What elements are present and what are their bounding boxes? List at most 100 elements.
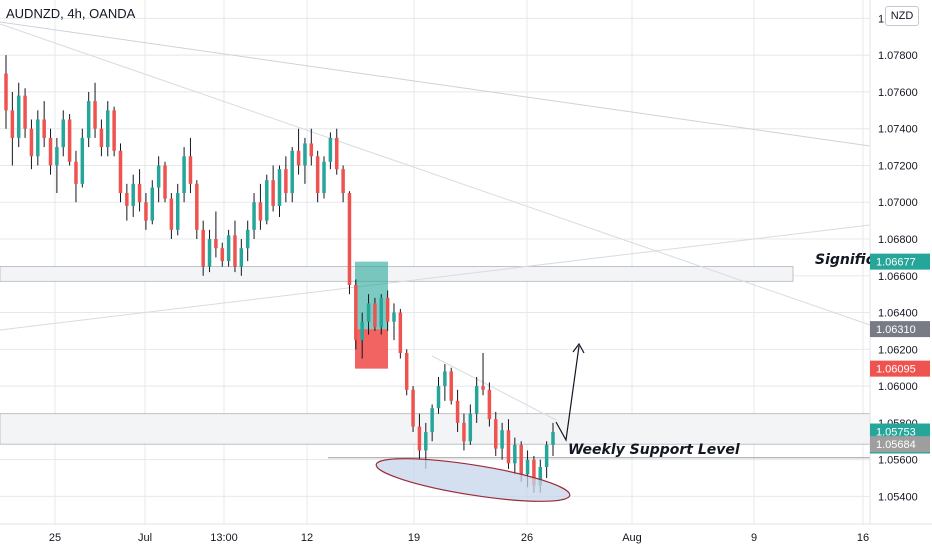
projection-arrow (555, 345, 580, 442)
time-tick-label: 13:00 (210, 532, 238, 544)
candle-body (163, 165, 167, 199)
candle-body (125, 193, 129, 206)
price-tick-label: 1.06400 (878, 308, 918, 320)
time-tick-label: 26 (521, 532, 533, 544)
candle-body (16, 95, 21, 138)
time-tick-label: 9 (751, 532, 757, 544)
price-tick-label: 1.05600 (878, 455, 918, 467)
candle-body (252, 202, 256, 230)
time-tick-label: Aug (622, 532, 642, 544)
price-tag-value: 1.05684 (876, 439, 916, 451)
candle-body (538, 467, 543, 486)
candle-body (265, 180, 269, 221)
candle-body (175, 193, 180, 230)
candle-body (277, 169, 282, 206)
candle-body (245, 229, 250, 249)
candle-body (80, 137, 85, 184)
candle-body (468, 413, 473, 442)
price-tag-bg (870, 436, 930, 453)
candle-body (290, 150, 294, 194)
candle-body (93, 101, 97, 129)
time-tick-label: 25 (49, 532, 61, 544)
candle-body (532, 459, 536, 486)
candle-body (10, 110, 15, 138)
candle-body (29, 128, 34, 157)
candle-body (411, 389, 415, 427)
price-tick-label: 1.07000 (878, 197, 918, 209)
candle-body (156, 165, 161, 188)
candle-body (86, 101, 91, 138)
candle-body (118, 150, 123, 194)
price-tick-label: 1.07200 (878, 160, 918, 172)
candle-body (500, 430, 504, 449)
arrow-head-icon (572, 342, 585, 354)
price-tag-value: 1.06095 (876, 364, 916, 376)
candle-body (131, 183, 135, 206)
candle-body (513, 444, 517, 464)
price-zones (0, 266, 871, 445)
candle-body (322, 161, 326, 194)
candle-body (424, 432, 428, 451)
time-axis[interactable]: 25 Jul 13:00 12 19 26 Aug 9 16 (49, 532, 869, 544)
candle-body (239, 248, 244, 267)
symbol-title: AUDNZD, 4h, OANDA (6, 6, 136, 21)
candle-body (169, 198, 174, 230)
candle-body (150, 187, 155, 221)
candle-body (36, 119, 40, 157)
candle-body (430, 408, 434, 433)
candle-body (55, 147, 59, 166)
candle-body (137, 183, 142, 203)
zone-weekly-support (0, 413, 871, 445)
candle-body (506, 430, 511, 464)
target-zone (355, 261, 388, 330)
candle-body (328, 137, 333, 162)
price-tag-value: 1.05753 (876, 427, 916, 439)
candle-body (455, 400, 460, 423)
trend-lines[interactable] (0, 21, 871, 421)
currency-badge[interactable]: NZD (885, 6, 919, 26)
candle-body (443, 371, 447, 387)
candle-body (525, 459, 530, 475)
trendline-short (431, 355, 557, 421)
candle-body (347, 193, 352, 285)
candle-body (271, 180, 275, 206)
candle-body (366, 303, 371, 322)
candle-body (334, 137, 339, 170)
drawings[interactable] (374, 342, 585, 510)
candle-body (303, 143, 307, 166)
annotation-text: Weekly Support Level (568, 442, 740, 458)
trendline-upper (0, 21, 871, 147)
candle-body (182, 156, 186, 194)
candle-body (544, 444, 549, 468)
candle-body (144, 202, 148, 221)
position-box[interactable] (355, 261, 388, 369)
candle-body (42, 119, 46, 138)
price-tick-label: 1.07800 (878, 50, 918, 62)
candle-body (519, 444, 523, 475)
candle-body (67, 119, 72, 162)
candle-body (112, 110, 116, 151)
candle-body (4, 73, 8, 111)
time-tick-label: 12 (301, 532, 313, 544)
stop-zone (355, 329, 388, 369)
time-tick-label: 19 (408, 532, 420, 544)
candle-body (74, 161, 78, 184)
candle-body (481, 386, 485, 390)
candle-body (354, 284, 358, 341)
candle-body (487, 389, 492, 420)
candle-body (188, 156, 193, 184)
candle-body (436, 386, 441, 409)
candle-body (48, 137, 53, 166)
candle-body (462, 422, 466, 442)
candle-body (551, 432, 555, 445)
candle-body (315, 156, 320, 194)
candle-body (23, 95, 27, 129)
zone-significant-level (0, 266, 794, 282)
time-tick-label: 16 (857, 532, 869, 544)
candle-body (296, 150, 301, 166)
trendline-lower (0, 224, 871, 331)
candle-body (360, 321, 364, 341)
support-ellipse (375, 458, 571, 502)
